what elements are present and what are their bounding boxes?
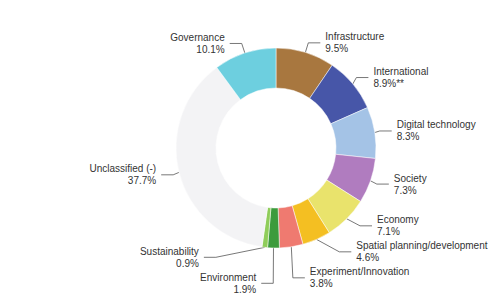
svg-text:International: International bbox=[373, 66, 428, 77]
svg-text:9.5%: 9.5% bbox=[325, 43, 348, 54]
svg-text:Experiment/Innovation: Experiment/Innovation bbox=[310, 266, 410, 277]
svg-text:Infrastructure: Infrastructure bbox=[325, 31, 384, 42]
svg-text:4.6%: 4.6% bbox=[356, 252, 379, 263]
svg-text:Unclassified (-): Unclassified (-) bbox=[89, 163, 156, 174]
svg-text:8.9%**: 8.9%** bbox=[373, 78, 404, 89]
svg-text:10.1%: 10.1% bbox=[196, 44, 224, 55]
svg-text:Governance: Governance bbox=[170, 32, 225, 43]
svg-text:Digital technology: Digital technology bbox=[397, 119, 476, 130]
svg-text:7.1%: 7.1% bbox=[377, 226, 400, 237]
svg-text:0.9%: 0.9% bbox=[176, 258, 199, 269]
svg-text:Environment: Environment bbox=[200, 272, 256, 283]
svg-text:7.3%: 7.3% bbox=[394, 185, 417, 196]
svg-text:Spatial planning/development: Spatial planning/development bbox=[356, 240, 487, 251]
svg-text:Economy: Economy bbox=[377, 214, 419, 225]
svg-text:37.7%: 37.7% bbox=[128, 175, 156, 186]
svg-text:8.3%: 8.3% bbox=[397, 131, 420, 142]
svg-text:Society: Society bbox=[394, 173, 427, 184]
svg-text:1.9%: 1.9% bbox=[233, 284, 256, 295]
svg-text:3.8%: 3.8% bbox=[310, 278, 333, 289]
svg-text:Sustainability: Sustainability bbox=[140, 246, 199, 257]
